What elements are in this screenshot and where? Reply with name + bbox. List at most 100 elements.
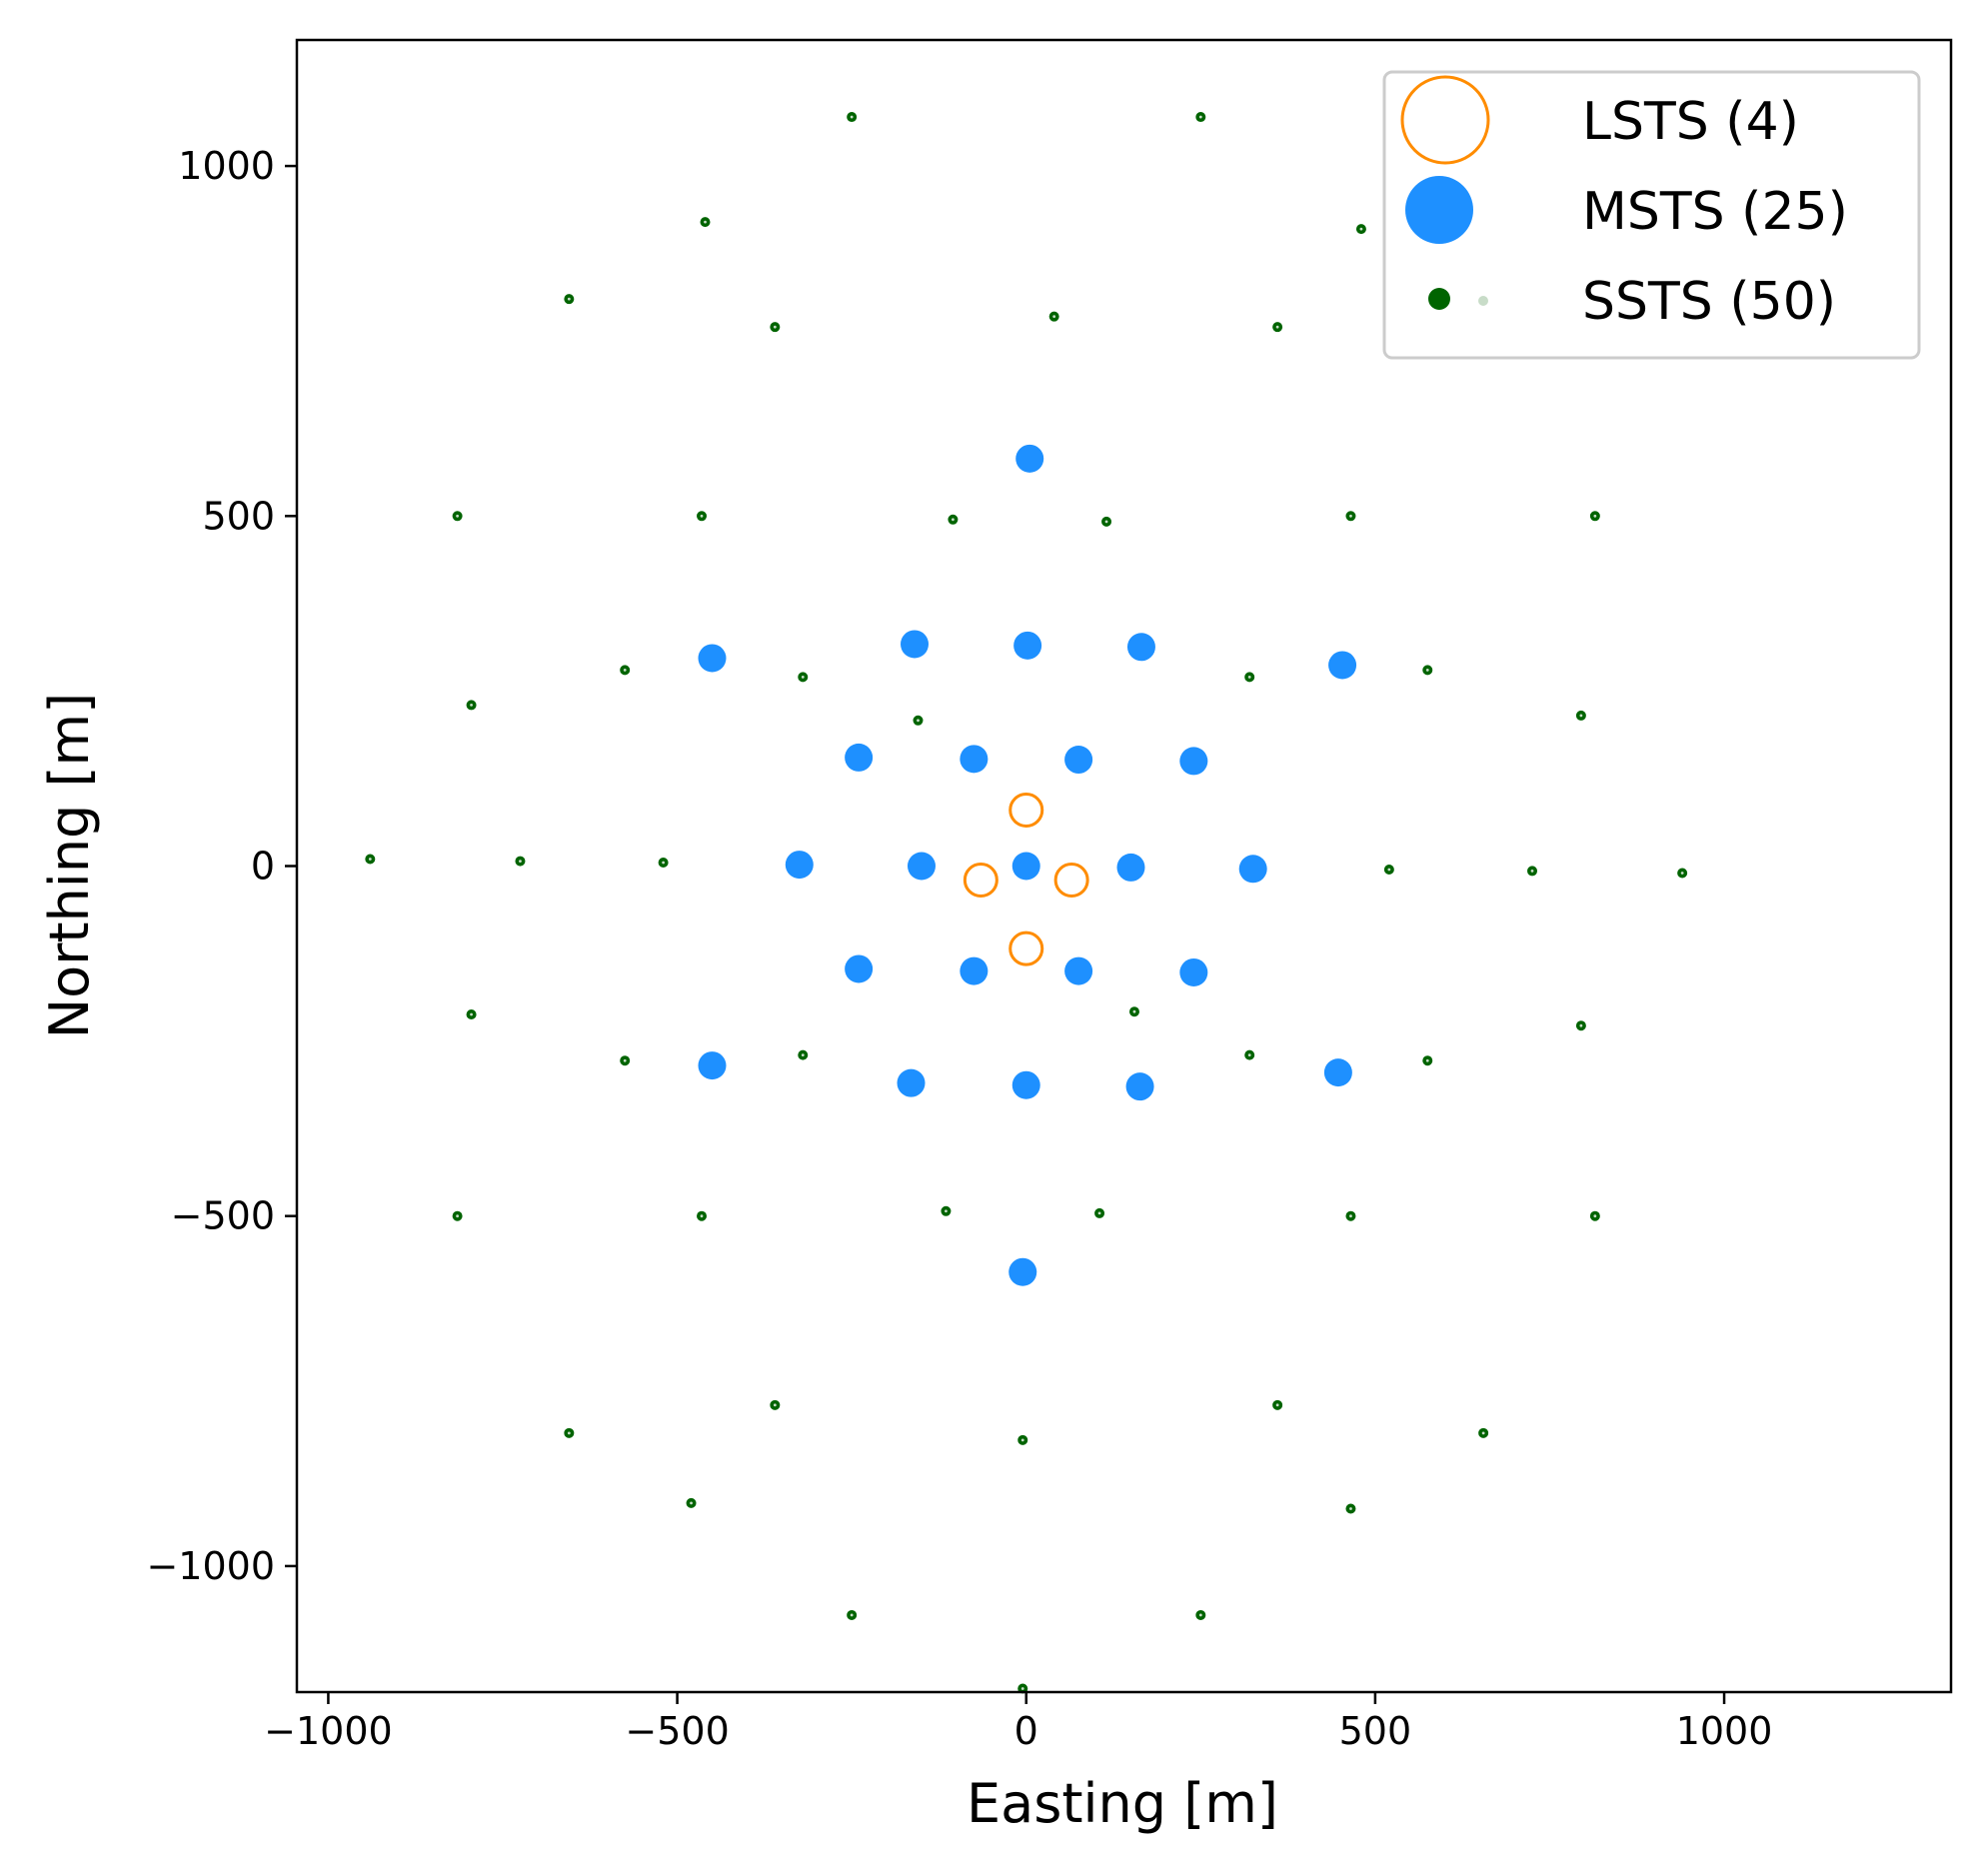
ssts-point-core <box>456 514 460 518</box>
msts-point <box>1013 631 1042 660</box>
ssts-point-core <box>1680 872 1684 875</box>
ssts-point-core <box>1425 668 1429 672</box>
ssts-point-core <box>1425 1058 1429 1062</box>
msts-point <box>960 745 989 774</box>
msts-point <box>907 852 936 881</box>
lsts-point <box>1008 792 1044 828</box>
ssts-point-core <box>1198 1613 1202 1617</box>
ssts-point-core <box>1530 870 1534 873</box>
ssts-point-core <box>623 668 627 672</box>
ssts-point-core <box>1052 315 1056 319</box>
ssts-point-core <box>700 514 704 518</box>
ssts-point-core <box>1349 514 1352 518</box>
y-tick-label: −500 <box>171 1194 275 1238</box>
ssts-point-core <box>1579 1023 1583 1027</box>
msts-point <box>1011 852 1040 881</box>
ssts-point-core <box>1198 115 1202 119</box>
ssts-point-core <box>1593 514 1597 518</box>
ssts-point-core <box>623 1058 627 1062</box>
msts-point <box>1008 1257 1037 1286</box>
lsts-markers <box>963 792 1089 966</box>
ssts-point-core <box>1020 1438 1024 1442</box>
legend-msts-label: MSTS (25) <box>1582 182 1848 242</box>
ssts-point-core <box>567 1431 571 1435</box>
ssts-point-core <box>1481 1431 1485 1435</box>
y-tick-label: 500 <box>202 494 275 538</box>
x-axis-ticks: −1000 −500 0 500 1000 <box>264 1692 1772 1753</box>
msts-point <box>1011 1070 1040 1099</box>
lsts-point <box>963 863 998 899</box>
lsts-point <box>1053 863 1089 899</box>
msts-point <box>1238 855 1267 884</box>
ssts-point-core <box>945 1209 948 1213</box>
ssts-point-core <box>1275 1403 1279 1407</box>
ssts-point-core <box>519 860 522 863</box>
legend: LSTS (4) MSTS (25) SSTS (50) <box>1382 70 1921 360</box>
ssts-point-core <box>1579 714 1583 718</box>
msts-point <box>1125 1072 1154 1101</box>
ssts-point-core <box>470 704 473 707</box>
msts-point <box>1064 956 1093 985</box>
x-tick-label: −500 <box>625 1709 729 1753</box>
ssts-point-core <box>850 1613 854 1617</box>
msts-point <box>1179 957 1208 986</box>
y-tick-label: 1000 <box>178 144 275 188</box>
msts-point <box>1064 746 1093 775</box>
msts-point <box>1126 633 1155 662</box>
msts-point <box>845 954 874 983</box>
msts-point <box>785 851 814 880</box>
ssts-point-core <box>1247 675 1251 679</box>
ssts-point-core <box>1349 1214 1352 1218</box>
msts-point <box>1323 1058 1352 1087</box>
ssts-point-core <box>690 1501 693 1505</box>
legend-ssts-marker-small <box>1478 296 1488 306</box>
ssts-point-core <box>1387 868 1391 872</box>
ssts-point-core <box>1349 1507 1352 1510</box>
ssts-point-core <box>700 1214 704 1218</box>
ssts-point-core <box>1247 1053 1251 1057</box>
msts-point <box>1116 853 1145 882</box>
msts-point <box>1179 747 1208 776</box>
ssts-point-core <box>952 518 955 522</box>
legend-ssts-marker <box>1428 288 1450 310</box>
msts-point <box>845 743 874 772</box>
ssts-point-core <box>662 861 666 865</box>
msts-point <box>1015 444 1044 473</box>
ssts-point-core <box>773 325 777 329</box>
msts-point <box>698 1051 727 1080</box>
ssts-point-core <box>1359 227 1363 231</box>
y-axis-ticks: −1000 −500 0 500 1000 <box>146 144 297 1588</box>
legend-lsts-marker <box>1400 75 1490 165</box>
ssts-point-core <box>567 297 571 301</box>
x-tick-label: 1000 <box>1676 1709 1773 1753</box>
ssts-markers <box>365 112 1688 1694</box>
legend-lsts-label: LSTS (4) <box>1582 92 1799 152</box>
msts-point <box>1328 651 1357 680</box>
msts-point <box>897 1068 926 1097</box>
msts-markers <box>698 444 1357 1286</box>
ssts-point-core <box>917 719 920 723</box>
msts-point <box>698 644 727 673</box>
ssts-point-core <box>368 858 372 861</box>
ssts-point-core <box>1104 520 1108 524</box>
y-axis-title: Northing [m] <box>38 693 101 1038</box>
legend-ssts-label: SSTS (50) <box>1582 272 1836 332</box>
ssts-point-core <box>801 1053 805 1057</box>
legend-box <box>1382 70 1921 360</box>
y-tick-label: 0 <box>251 845 275 889</box>
ssts-point-core <box>1020 1687 1024 1690</box>
ssts-point-core <box>773 1403 777 1407</box>
ssts-point-core <box>1275 325 1279 329</box>
x-tick-label: −1000 <box>264 1709 393 1753</box>
ssts-point-core <box>850 115 854 119</box>
ssts-point-core <box>704 220 707 224</box>
ssts-point-core <box>456 1214 460 1218</box>
lsts-point <box>1008 931 1044 966</box>
legend-msts-marker <box>1405 176 1473 244</box>
ssts-point-core <box>801 675 805 679</box>
msts-point <box>901 630 930 659</box>
msts-point <box>960 956 989 985</box>
x-axis-title: Easting [m] <box>967 1772 1278 1835</box>
ssts-point-core <box>1593 1214 1597 1218</box>
